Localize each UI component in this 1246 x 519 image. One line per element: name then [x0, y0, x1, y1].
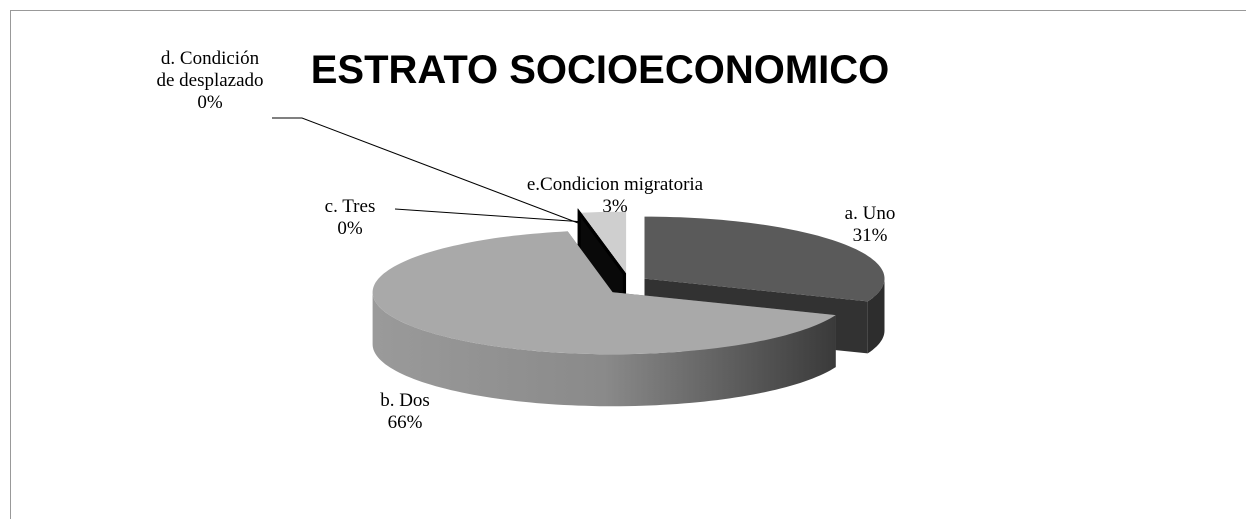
data-label: d. Condición de desplazado 0% — [150, 48, 270, 114]
category-label: a. Uno — [844, 203, 896, 224]
value-label: 0% — [337, 218, 363, 239]
slice — [644, 216, 885, 302]
category-label: e.Condicion migratoria — [526, 174, 704, 195]
chart-title: ESTRATO SOCIOECONOMICO — [310, 48, 890, 92]
slice-wall — [372, 292, 836, 407]
value-label: 66% — [387, 412, 423, 433]
data-label: c. Tres 0% — [305, 196, 395, 240]
slice — [578, 212, 626, 275]
slice — [581, 211, 627, 274]
value-label: 31% — [852, 225, 888, 246]
frame — [10, 10, 1246, 519]
slice-wall — [867, 278, 885, 354]
value-label: 3% — [602, 196, 628, 217]
category-label: c. Tres — [324, 196, 376, 217]
data-label: a. Uno 31% — [820, 203, 920, 247]
data-label: e.Condicion migratoria 3% — [480, 174, 750, 218]
data-label: b. Dos 66% — [355, 390, 455, 434]
value-label: 0% — [197, 92, 223, 113]
slice — [372, 231, 836, 355]
leader-line — [394, 208, 586, 223]
category-label: b. Dos — [380, 390, 430, 411]
category-label: d. Condición de desplazado — [156, 48, 264, 91]
leader-line — [272, 117, 587, 227]
